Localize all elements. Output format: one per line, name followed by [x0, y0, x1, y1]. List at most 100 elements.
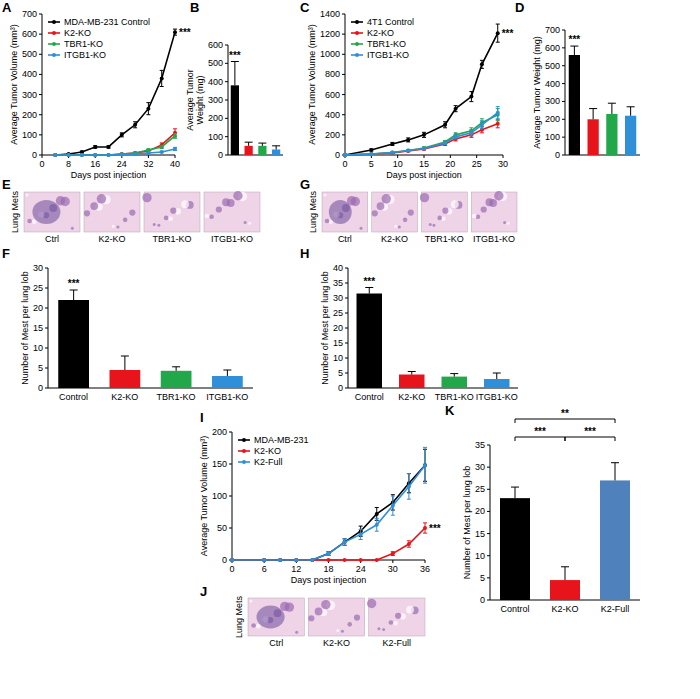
error-bar: [391, 496, 395, 515]
significance: ***: [502, 28, 514, 39]
title-line: Weight (mg): [195, 76, 205, 125]
marker: [423, 526, 427, 530]
tissue: [144, 192, 200, 232]
legend-marker: [242, 438, 246, 442]
y-tick: [39, 34, 42, 35]
y-tick-label: 600: [545, 43, 560, 53]
tissue-spot: [481, 206, 487, 212]
histology-image: [308, 598, 364, 636]
error-bar: [327, 552, 331, 556]
bracket: [515, 437, 565, 441]
y-tick-label: 5: [480, 573, 485, 583]
x-tick: [450, 155, 451, 158]
marker: [327, 558, 331, 562]
marker: [343, 540, 347, 544]
y-tick: [225, 155, 228, 156]
marker: [80, 153, 84, 157]
marker: [120, 152, 124, 156]
error-bar: [589, 109, 597, 120]
error-bar: [493, 373, 501, 379]
marker: [53, 153, 57, 157]
marker: [375, 558, 379, 562]
marker: [375, 512, 379, 516]
marker: [480, 123, 484, 127]
error-bar: [391, 552, 395, 556]
tissue-spot: [233, 191, 242, 200]
tissue-spot: [157, 224, 160, 227]
panel-letter: K: [445, 403, 455, 418]
y-tick: [562, 137, 565, 138]
tissue-spot: [486, 198, 494, 206]
tissue: [471, 192, 517, 232]
tissue: [24, 192, 80, 232]
tissue: [372, 192, 418, 232]
error-bar: [423, 523, 427, 533]
y-tick: [39, 134, 42, 135]
legend-label: K2-KO: [64, 28, 91, 38]
y-tick-label: 0: [480, 595, 485, 605]
marker: [443, 141, 447, 145]
panel-letter: E: [2, 177, 11, 192]
marker: [93, 153, 97, 157]
y-tick-label: 10: [475, 551, 485, 561]
bar: [258, 146, 266, 155]
x-tick: [148, 155, 149, 158]
y-tick-label: 200: [545, 114, 560, 124]
y-tick: [345, 298, 348, 299]
y-tick-label: 500: [22, 49, 37, 59]
tissue-spot: [393, 621, 398, 626]
x-tick-label: K2-KO: [398, 392, 425, 402]
x-tick-label: K2-KO: [111, 392, 138, 402]
y-tick-label: 5: [338, 368, 343, 378]
image-label: ITGB1-KO: [211, 234, 253, 244]
y-tick-label: 200: [22, 110, 37, 120]
y-tick: [487, 533, 490, 534]
x-tick: [42, 155, 43, 158]
tissue-spot: [429, 223, 432, 226]
error-bar: [480, 121, 484, 129]
marker: [327, 552, 331, 556]
tissue-spot: [315, 608, 323, 616]
tissue: [369, 598, 425, 636]
y-tick: [562, 30, 565, 31]
tissue-spot: [360, 227, 363, 230]
marker: [343, 153, 347, 157]
tissue-spot: [164, 216, 169, 221]
tissue-spot: [442, 208, 448, 214]
marker: [343, 153, 347, 157]
y-tick: [342, 114, 345, 115]
marker: [343, 540, 347, 544]
marker: [359, 532, 363, 536]
marker: [67, 153, 71, 157]
marker: [310, 558, 314, 562]
marker: [294, 558, 298, 562]
marker: [294, 558, 298, 562]
marker: [422, 147, 426, 151]
marker: [343, 153, 347, 157]
y-tick: [562, 119, 565, 120]
bar: [161, 371, 192, 388]
y-tick-label: 600: [208, 40, 223, 50]
x-axis-title: Days post injection: [291, 575, 367, 585]
significance: ***: [68, 278, 80, 289]
legend-marker: [242, 460, 246, 464]
y-tick: [487, 600, 490, 601]
y-tick: [39, 74, 42, 75]
tissue-spot: [451, 200, 459, 208]
legend-label: MDA-MB-231: [254, 435, 309, 445]
y-tick-label: 25: [33, 283, 43, 293]
error-bar: [160, 70, 164, 86]
tissue-spot: [181, 200, 189, 208]
marker: [67, 153, 71, 157]
bar: [272, 150, 280, 156]
y-tick: [342, 34, 345, 35]
tissue-spot: [494, 191, 503, 200]
y-axis-title: Number of Mest per lung lob: [320, 271, 330, 385]
error-bar: [450, 374, 458, 377]
y-tick: [45, 368, 48, 369]
y-tick-label: 30: [333, 293, 343, 303]
marker: [390, 150, 394, 154]
tissue-spot: [503, 221, 506, 224]
tissue-spot: [398, 226, 401, 229]
tissue: [248, 598, 304, 636]
